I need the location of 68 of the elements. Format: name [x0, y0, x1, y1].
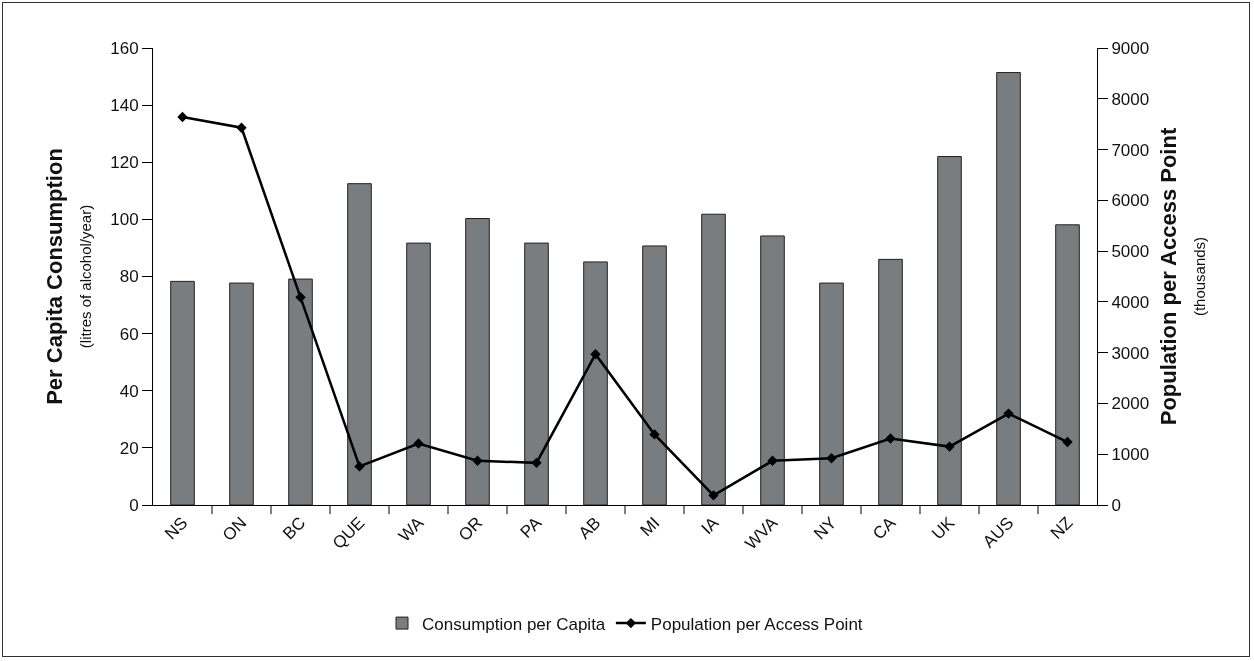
- bar: [701, 213, 726, 505]
- bar: [937, 156, 962, 505]
- point: [590, 348, 601, 360]
- bar: [229, 282, 254, 505]
- y2-tick-label: 8000: [1111, 89, 1150, 109]
- y-tick-label: 100: [110, 210, 139, 230]
- x-tick-label: NZ: [1046, 513, 1077, 543]
- point: [177, 111, 188, 123]
- y-tick-label: 140: [110, 96, 139, 116]
- bar: [406, 242, 431, 505]
- y-tick-label: 120: [110, 153, 139, 173]
- x-tick-label: MI: [636, 513, 664, 541]
- x-tick-label: BC: [279, 513, 310, 544]
- y-tick-label: 0: [129, 495, 139, 515]
- x-tick-label: PA: [516, 512, 546, 542]
- point: [1003, 408, 1014, 419]
- bar: [465, 218, 490, 505]
- y-tick-label: 160: [110, 38, 139, 58]
- bar: [1055, 224, 1080, 505]
- bar: [642, 245, 667, 505]
- point: [354, 461, 365, 472]
- bar: [170, 280, 195, 505]
- point: [472, 455, 483, 467]
- y-tick-label: 60: [119, 324, 139, 344]
- y2-tick-label: 6000: [1111, 191, 1150, 211]
- bar: [347, 183, 372, 505]
- x-tick-label: IA: [697, 512, 723, 539]
- point: [1062, 436, 1073, 448]
- x-tick-label: AB: [574, 513, 605, 543]
- x-tick-label: CA: [869, 512, 900, 544]
- x-tick-label: NY: [810, 513, 841, 544]
- point: [531, 457, 542, 469]
- x-tick-label: OR: [454, 513, 487, 545]
- bar: [878, 258, 903, 505]
- y-tick-label: 80: [119, 267, 139, 287]
- bar: [819, 282, 844, 505]
- point: [413, 438, 424, 449]
- bar: [288, 278, 313, 505]
- x-tick-label: NS: [161, 513, 192, 544]
- bar: [583, 261, 608, 505]
- point: [236, 122, 247, 133]
- point: [767, 455, 778, 467]
- point: [885, 433, 896, 444]
- legend-label: Population per Access Point: [650, 614, 863, 634]
- legend-label: Consumption per Capita: [422, 614, 606, 634]
- y2-tick-label: 0: [1111, 495, 1121, 515]
- x-tick-label: ON: [218, 513, 251, 545]
- y2-tick-label: 3000: [1111, 343, 1150, 363]
- y2-tick-label: 7000: [1111, 140, 1150, 160]
- y-axis-title: Per Capita Consumption (litres of alcohol/year): [42, 148, 95, 405]
- y2-tick-label: 4000: [1111, 292, 1150, 312]
- y2-tick-label: 9000: [1111, 38, 1150, 58]
- bar: [524, 242, 549, 505]
- y-tick-label: 20: [119, 438, 139, 458]
- x-tick-label: UK: [928, 512, 959, 544]
- y2-axis-title: Population per Access Point (thousands): [1156, 127, 1208, 426]
- y2-tick-label: 5000: [1111, 242, 1150, 262]
- bar: [760, 235, 785, 505]
- point: [295, 292, 306, 303]
- point: [944, 441, 955, 452]
- x-tick-label: WA: [394, 512, 428, 546]
- y2-tick-label: 1000: [1111, 445, 1150, 465]
- bar: [996, 72, 1021, 505]
- point: [826, 453, 837, 464]
- y-tick-label: 40: [119, 381, 139, 401]
- point: [649, 429, 660, 440]
- y2-tick-label: 2000: [1111, 394, 1150, 414]
- point: [708, 490, 719, 501]
